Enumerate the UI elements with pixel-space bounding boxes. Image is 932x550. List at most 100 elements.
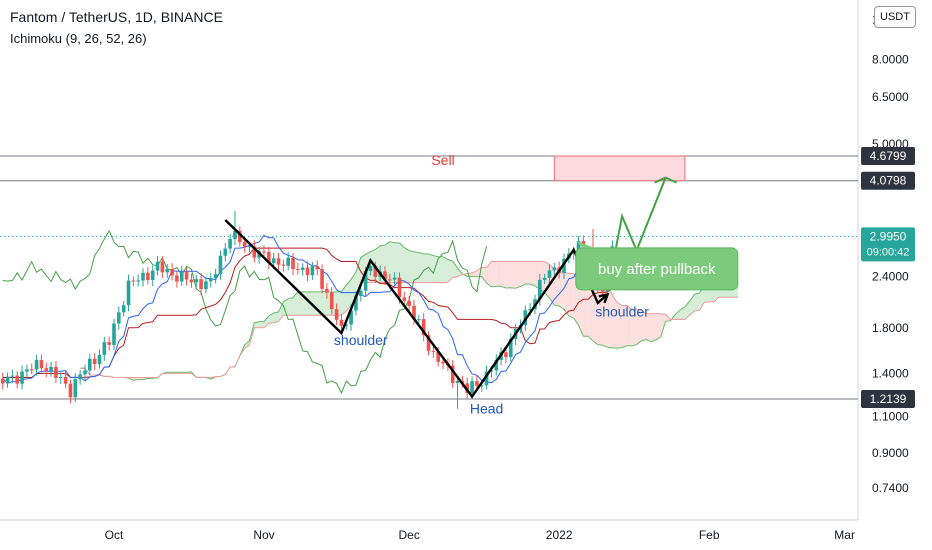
- candle-body: [112, 323, 116, 345]
- cloud-segment: [655, 313, 661, 341]
- currency-button[interactable]: USDT: [874, 6, 916, 28]
- candle: [63, 371, 68, 388]
- candle: [208, 272, 213, 288]
- candle-body: [296, 268, 300, 270]
- candle-body: [107, 342, 111, 345]
- candle-body: [571, 252, 576, 254]
- candle: [117, 306, 121, 330]
- candle-body: [0, 378, 5, 384]
- buy-callout-pointer: [575, 240, 595, 248]
- candle: [102, 336, 107, 361]
- candle-body: [63, 376, 68, 384]
- candle: [131, 276, 136, 287]
- candle: [112, 318, 116, 350]
- candle: [204, 276, 208, 294]
- candle: [494, 353, 499, 376]
- cloud-segment: [346, 279, 352, 312]
- cloud-segment: [322, 291, 327, 316]
- candle: [146, 267, 150, 285]
- cloud-segment: [259, 321, 264, 328]
- candle-body: [136, 280, 140, 282]
- candle-body: [252, 246, 257, 258]
- candle: [334, 303, 339, 326]
- cloud-segment: [510, 261, 516, 289]
- candle-body: [88, 358, 92, 371]
- candle-body: [325, 288, 329, 293]
- candle-body: [44, 368, 49, 372]
- candle-body: [373, 265, 378, 277]
- candle-body: [271, 258, 276, 264]
- candle: [189, 273, 194, 288]
- candle-body: [204, 281, 208, 290]
- candle-body: [368, 265, 373, 271]
- x-tick-label: Nov: [253, 528, 274, 542]
- candle: [296, 262, 300, 275]
- candle: [276, 252, 281, 271]
- candle-body: [281, 264, 286, 266]
- candle: [44, 362, 49, 378]
- buy-callout-label: buy after pullback: [598, 261, 716, 278]
- cloud-segment: [646, 313, 652, 342]
- candle-body: [208, 278, 213, 282]
- candle-body: [126, 280, 131, 306]
- price-level-tag: 4.0798: [861, 171, 915, 190]
- candle-body: [121, 305, 126, 313]
- candle-body: [397, 277, 402, 298]
- candle-body: [363, 270, 368, 291]
- y-tick-label: 2.4000: [872, 269, 909, 283]
- indicator-legend[interactable]: Ichimoku (9, 26, 52, 26): [10, 31, 147, 46]
- cloud-segment: [486, 261, 492, 287]
- last-price-value: 2.9950: [870, 229, 907, 243]
- price-level-tag-text: 4.6799: [870, 149, 907, 163]
- candle-body: [470, 381, 474, 394]
- candle: [73, 373, 78, 403]
- cloud-segment: [423, 253, 429, 283]
- candle-body: [184, 271, 189, 280]
- candle-body: [562, 258, 566, 274]
- cloud-segment: [496, 261, 502, 287]
- candle-body: [329, 292, 334, 310]
- cloud-segment: [578, 278, 584, 337]
- candle-body: [417, 319, 421, 321]
- candle-body: [267, 252, 271, 264]
- candle: [339, 314, 344, 332]
- cloud-segment: [414, 251, 419, 283]
- candle-body: [54, 366, 58, 378]
- candle: [267, 246, 271, 270]
- candle: [49, 361, 53, 377]
- candle-body: [542, 277, 547, 280]
- y-tick-label: 1.8000: [872, 321, 909, 335]
- candle: [455, 375, 460, 409]
- candle: [291, 253, 295, 276]
- x-tick-label: Feb: [699, 528, 720, 542]
- y-tick-label: 0.7400: [872, 481, 909, 495]
- candle-body: [228, 238, 232, 249]
- candle: [562, 253, 566, 280]
- candle-body: [426, 335, 431, 351]
- candle: [218, 250, 223, 280]
- candle-body: [39, 360, 44, 369]
- candle-body: [78, 374, 82, 380]
- candle: [238, 226, 242, 247]
- price-level-tag-bg: [861, 147, 915, 165]
- candle: [407, 296, 411, 312]
- buy-callout: buy after pullback: [575, 240, 739, 291]
- candle: [126, 274, 131, 312]
- candle-body: [412, 305, 416, 320]
- cloud-segment: [138, 377, 144, 380]
- x-tick-label: 2022: [546, 528, 573, 542]
- candle-body: [494, 359, 499, 371]
- candle-body: [407, 300, 411, 306]
- candle: [175, 270, 179, 288]
- candle: [54, 361, 58, 384]
- candle: [286, 252, 290, 271]
- candle-body: [49, 366, 53, 372]
- candle-body: [15, 375, 20, 384]
- candle-body: [320, 269, 324, 289]
- head-and-shoulders-path: [224, 219, 609, 399]
- candle: [542, 273, 547, 285]
- cloud-segment: [680, 306, 685, 320]
- candle-body: [141, 272, 145, 281]
